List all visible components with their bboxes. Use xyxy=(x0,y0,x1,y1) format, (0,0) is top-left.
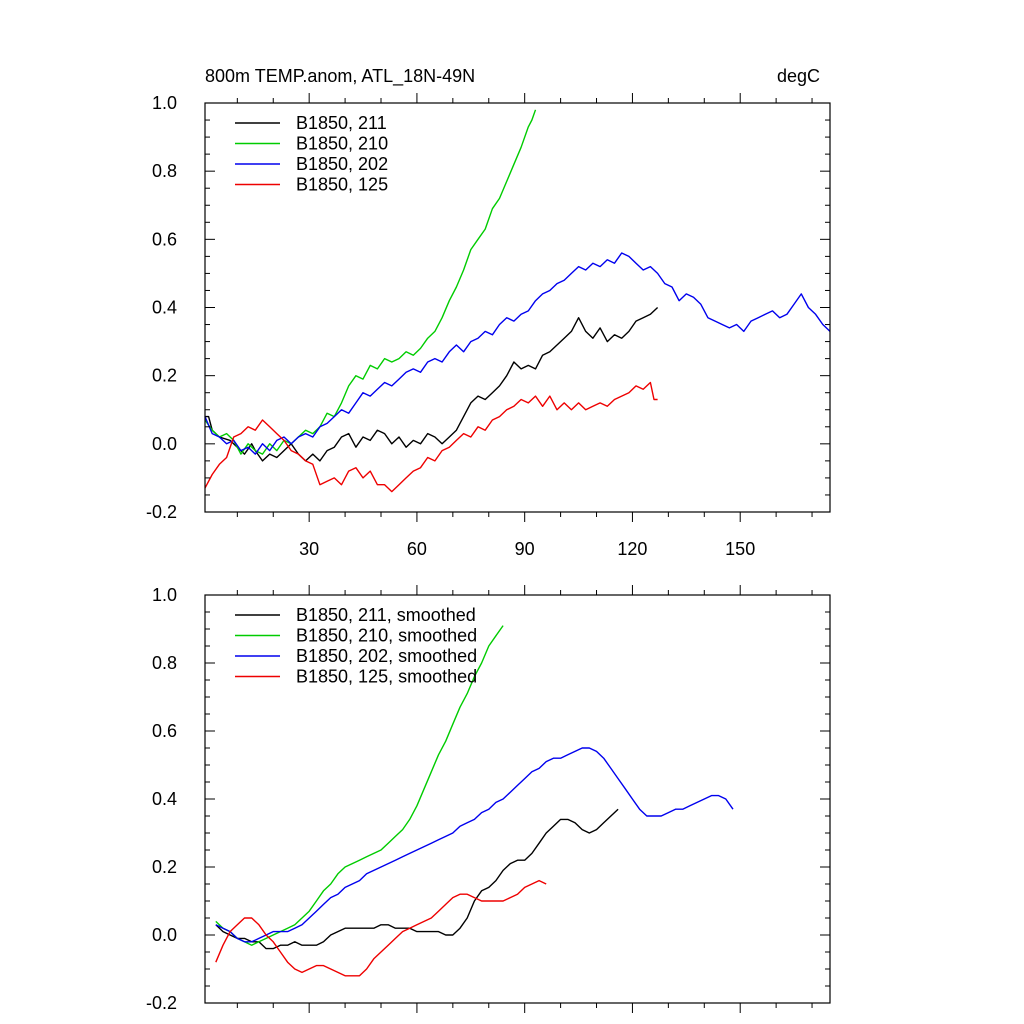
series-line-2 xyxy=(215,625,504,946)
x-tick-label: 90 xyxy=(515,539,535,559)
y-tick-label: 0.4 xyxy=(152,789,177,809)
series-line-4 xyxy=(215,879,547,977)
plot-title: 800m TEMP.anom, ATL_18N-49N xyxy=(205,66,475,87)
y-tick-label: -0.2 xyxy=(146,993,177,1013)
y-tick-label: 0.4 xyxy=(152,298,177,318)
y-tick-label: 1.0 xyxy=(152,585,177,605)
x-tick-label: 120 xyxy=(617,539,647,559)
x-tick-label: 30 xyxy=(299,539,319,559)
legend-label: B1850, 211 xyxy=(296,113,387,133)
y-tick-label: 0.2 xyxy=(152,857,177,877)
bottom-panel: -0.2 0.0 0.2 0.4 0.6 0.8 1.0 B1850, 211, smooth… xyxy=(146,585,831,1013)
y-tick-label: 0.6 xyxy=(152,229,177,249)
legend-label: B1850, 202 xyxy=(296,154,388,174)
x-tick-label: 150 xyxy=(725,539,755,559)
legend-label: B1850, 202, smoothed xyxy=(296,646,477,666)
series-line-1 xyxy=(215,808,619,950)
units-label: degC xyxy=(777,66,820,86)
series-line-4 xyxy=(204,381,658,493)
y-tick-label: 0.2 xyxy=(152,366,177,386)
legend-label: B1850, 210 xyxy=(296,134,388,154)
series-line-3 xyxy=(215,747,734,943)
x-tick-label: 60 xyxy=(407,539,427,559)
top-panel: -0.2 0.0 0.2 0.4 0.6 0.8 1.0 30 60 90 120 150 B1850,… xyxy=(146,93,831,559)
y-tick-label: 0.6 xyxy=(152,721,177,741)
legend-label: B1850, 125, smoothed xyxy=(296,667,477,687)
y-tick-label: 1.0 xyxy=(152,93,177,113)
legend-label: B1850, 210, smoothed xyxy=(296,626,477,646)
y-tick-label: 0.0 xyxy=(152,925,177,945)
y-tick-label: 0.0 xyxy=(152,434,177,454)
y-tick-label: -0.2 xyxy=(146,502,177,522)
series-line-3 xyxy=(204,252,831,455)
legend-label: B1850, 125 xyxy=(296,175,388,195)
legend-label: B1850, 211, smoothed xyxy=(296,605,476,625)
y-tick-label: 0.8 xyxy=(152,161,177,181)
series-line-1 xyxy=(205,306,659,462)
series-line-2 xyxy=(204,109,537,455)
y-tick-label: 0.8 xyxy=(152,653,177,673)
